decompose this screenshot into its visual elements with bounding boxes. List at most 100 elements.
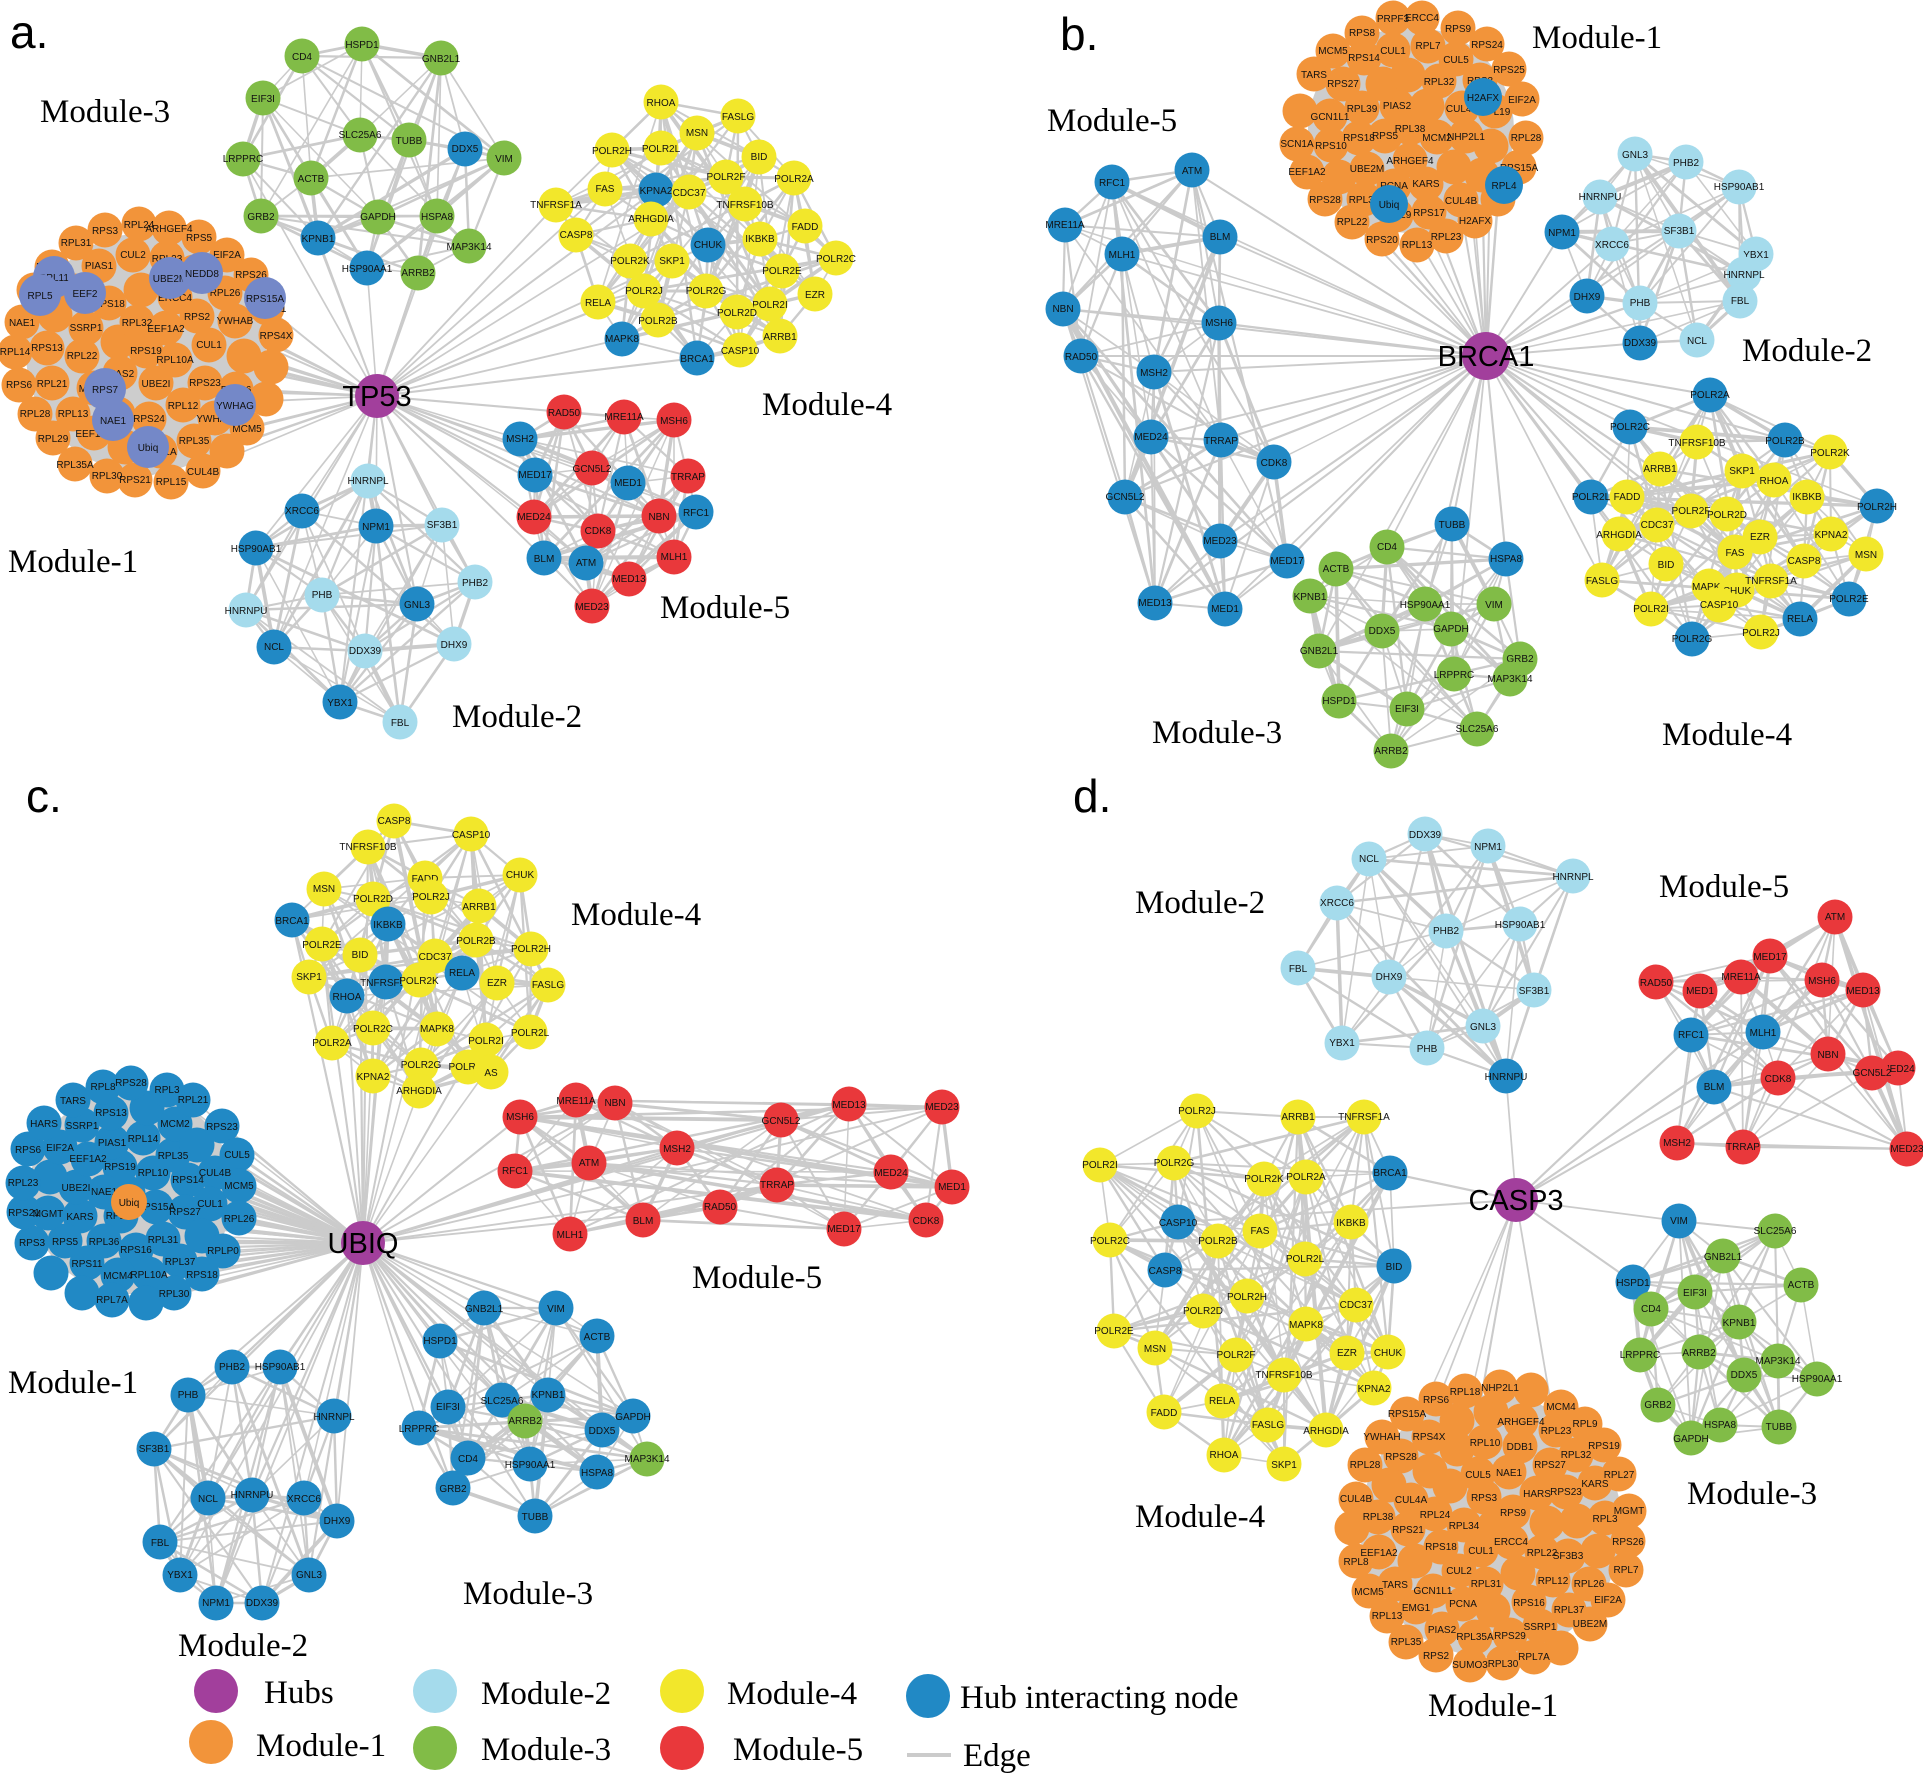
svg-text:ATM: ATM xyxy=(576,558,596,569)
svg-text:b.: b. xyxy=(1060,8,1098,60)
svg-text:DDX39: DDX39 xyxy=(1409,830,1442,841)
svg-text:Module-4: Module-4 xyxy=(762,387,892,423)
svg-text:RPS7: RPS7 xyxy=(92,385,119,396)
svg-text:KPNB1: KPNB1 xyxy=(532,1390,565,1401)
svg-text:CHUK: CHUK xyxy=(1723,586,1752,597)
svg-text:ARHGEF4: ARHGEF4 xyxy=(1497,1417,1545,1428)
svg-text:POLR2B: POLR2B xyxy=(456,936,496,947)
svg-text:RPS10: RPS10 xyxy=(1315,141,1347,152)
svg-text:HSPA8: HSPA8 xyxy=(1704,1420,1736,1431)
svg-text:RPL3: RPL3 xyxy=(154,1085,179,1096)
svg-text:Module-4: Module-4 xyxy=(1662,717,1792,753)
svg-text:RPL30: RPL30 xyxy=(92,471,123,482)
svg-text:TUBB: TUBB xyxy=(1439,520,1466,531)
svg-text:FAS: FAS xyxy=(596,184,615,195)
svg-text:GRB2: GRB2 xyxy=(439,1484,467,1495)
svg-text:POLR2I: POLR2I xyxy=(1082,1160,1118,1171)
svg-text:Edge: Edge xyxy=(963,1738,1031,1774)
svg-text:SKP1: SKP1 xyxy=(1729,466,1755,477)
svg-text:ARHGDIA: ARHGDIA xyxy=(396,1086,442,1097)
svg-text:Module-4: Module-4 xyxy=(1135,1499,1265,1535)
svg-text:MAPK8: MAPK8 xyxy=(605,334,639,345)
svg-text:POLR2B: POLR2B xyxy=(638,316,678,327)
svg-text:POLR2F: POLR2F xyxy=(707,172,746,183)
svg-text:AS: AS xyxy=(484,1068,498,1079)
svg-text:RPS14: RPS14 xyxy=(1348,53,1380,64)
svg-text:POLR2A: POLR2A xyxy=(774,174,814,185)
svg-text:CDC37: CDC37 xyxy=(1641,520,1674,531)
svg-text:RPL15: RPL15 xyxy=(156,477,187,488)
svg-text:ARHGDIA: ARHGDIA xyxy=(1596,530,1642,541)
svg-text:RPL32: RPL32 xyxy=(1424,77,1455,88)
svg-text:KPNA2: KPNA2 xyxy=(357,1072,390,1083)
svg-text:POLR2L: POLR2L xyxy=(1286,1254,1325,1265)
svg-text:RPS2: RPS2 xyxy=(1423,1651,1450,1662)
svg-text:IKBKB: IKBKB xyxy=(373,920,403,931)
svg-text:XRCC6: XRCC6 xyxy=(287,1494,321,1505)
svg-text:RPL32: RPL32 xyxy=(1561,1450,1592,1461)
svg-text:d.: d. xyxy=(1073,770,1111,822)
svg-text:PHB2: PHB2 xyxy=(1673,158,1700,169)
svg-text:POLR2C: POLR2C xyxy=(353,1024,393,1035)
svg-text:TARS: TARS xyxy=(1301,70,1327,81)
svg-text:POLR2A: POLR2A xyxy=(1286,1172,1326,1183)
svg-text:PHB2: PHB2 xyxy=(1433,926,1460,937)
svg-text:SLC25A6: SLC25A6 xyxy=(481,1396,524,1407)
svg-text:SCN1A: SCN1A xyxy=(1280,139,1314,150)
svg-text:GCN1L1: GCN1L1 xyxy=(1414,1586,1453,1597)
svg-text:SSRP1: SSRP1 xyxy=(70,323,103,334)
svg-text:CDK8: CDK8 xyxy=(1261,458,1288,469)
svg-text:MED17: MED17 xyxy=(1270,556,1304,567)
svg-text:RPL19: RPL19 xyxy=(1480,107,1511,118)
svg-text:RPS27: RPS27 xyxy=(169,1207,201,1218)
svg-text:UBE2M: UBE2M xyxy=(1573,1619,1607,1630)
svg-text:TNFRSF10B: TNFRSF10B xyxy=(1668,438,1726,449)
svg-text:HSPD1: HSPD1 xyxy=(423,1336,457,1347)
svg-text:MRE11A: MRE11A xyxy=(556,1096,596,1107)
svg-text:KPNA2: KPNA2 xyxy=(1358,1384,1391,1395)
svg-text:Ubiq: Ubiq xyxy=(1379,200,1400,211)
svg-text:HNRNPU: HNRNPU xyxy=(1485,1072,1528,1083)
svg-text:RPS17: RPS17 xyxy=(1413,208,1445,219)
svg-text:PHB2: PHB2 xyxy=(462,578,489,589)
svg-text:RPS15A: RPS15A xyxy=(137,1202,176,1213)
svg-text:UBIQ: UBIQ xyxy=(328,1228,399,1260)
svg-text:RPL34: RPL34 xyxy=(1449,1521,1480,1532)
svg-text:BLM: BLM xyxy=(1210,232,1231,243)
svg-text:CUL1: CUL1 xyxy=(1468,1546,1494,1557)
svg-text:KARS: KARS xyxy=(1581,1479,1609,1490)
svg-text:RAD50: RAD50 xyxy=(1640,978,1673,989)
svg-text:CHUK: CHUK xyxy=(1374,1348,1403,1359)
svg-text:CD4: CD4 xyxy=(458,1454,478,1465)
svg-text:MCM2: MCM2 xyxy=(160,1119,190,1130)
svg-text:MRE11A: MRE11A xyxy=(1045,220,1085,231)
svg-text:GRB2: GRB2 xyxy=(1644,1400,1672,1411)
svg-text:FASLG: FASLG xyxy=(532,980,564,991)
svg-text:Module-5: Module-5 xyxy=(733,1732,863,1768)
svg-text:POLR2G: POLR2G xyxy=(1672,634,1713,645)
svg-text:CUL4B: CUL4B xyxy=(1445,196,1478,207)
svg-text:KPNB1: KPNB1 xyxy=(1723,1318,1756,1329)
svg-text:MED24: MED24 xyxy=(517,512,551,523)
svg-text:NCL: NCL xyxy=(198,1494,218,1505)
svg-text:DDB1: DDB1 xyxy=(1507,1442,1534,1453)
svg-text:HSP90AB1: HSP90AB1 xyxy=(255,1362,306,1373)
svg-text:CHUK: CHUK xyxy=(694,240,723,251)
svg-text:HNRNPU: HNRNPU xyxy=(1579,192,1622,203)
svg-text:POLR2J: POLR2J xyxy=(1742,628,1780,639)
svg-text:LRPPRC: LRPPRC xyxy=(223,154,264,165)
svg-text:POLR2B: POLR2B xyxy=(1765,436,1805,447)
svg-text:RPS23: RPS23 xyxy=(206,1122,238,1133)
svg-text:RPL10: RPL10 xyxy=(1470,1438,1501,1449)
svg-text:XRCC6: XRCC6 xyxy=(1320,898,1354,909)
svg-text:RPL22: RPL22 xyxy=(1337,217,1368,228)
svg-text:CDK8: CDK8 xyxy=(913,1216,940,1227)
svg-text:SF3B1: SF3B1 xyxy=(1664,226,1695,237)
svg-text:RPL8: RPL8 xyxy=(90,1082,115,1093)
svg-text:RPS2: RPS2 xyxy=(184,312,211,323)
svg-text:POLR2K: POLR2K xyxy=(1244,1174,1284,1185)
svg-text:VIM: VIM xyxy=(1670,1216,1688,1227)
svg-text:NAE1: NAE1 xyxy=(100,416,127,427)
svg-text:RPL35: RPL35 xyxy=(158,1151,189,1162)
svg-text:POLR2J: POLR2J xyxy=(412,892,450,903)
